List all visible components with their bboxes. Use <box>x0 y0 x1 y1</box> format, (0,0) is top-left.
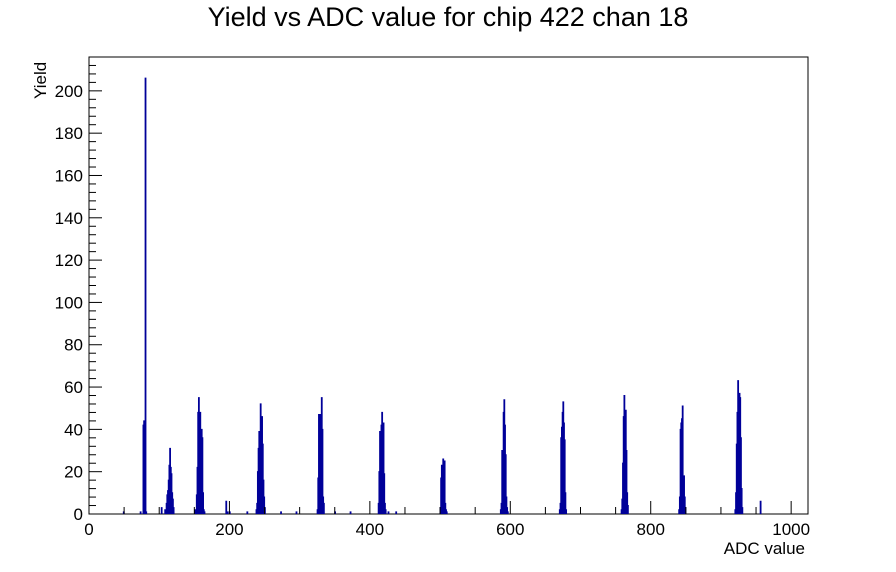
histogram-bin <box>443 460 446 514</box>
y-tick-label: 0 <box>74 505 83 524</box>
histogram-bin <box>444 502 447 514</box>
y-tick-label: 40 <box>64 420 83 439</box>
x-tick-label: 0 <box>84 520 93 539</box>
histogram-bin <box>506 511 509 514</box>
histogram-bin <box>627 504 629 514</box>
histogram-bin <box>201 437 204 514</box>
histogram-bin <box>295 511 298 514</box>
histogram-bin <box>280 511 282 514</box>
histogram-bin <box>172 498 174 514</box>
histogram-bin <box>565 509 568 514</box>
y-tick-label: 140 <box>55 209 83 228</box>
x-tick-label: 400 <box>356 520 384 539</box>
histogram-bin <box>383 473 386 514</box>
histogram-bin <box>202 492 204 514</box>
plot-frame <box>88 56 809 515</box>
y-tick-label: 80 <box>64 336 83 355</box>
y-tick-label: 200 <box>55 82 83 101</box>
histogram-bin <box>740 488 743 514</box>
histogram-bin <box>759 500 762 514</box>
x-tick-label: 600 <box>496 520 524 539</box>
axis-ticks: 0 200 400 600 800 1000 0 20 40 60 80 100 120 140 160 18… <box>55 56 810 539</box>
histogram-bin <box>564 492 567 514</box>
y-tick-label: 120 <box>55 251 83 270</box>
histogram-bin <box>263 496 266 514</box>
histogram-bin <box>741 507 744 514</box>
histogram-bin <box>563 439 566 514</box>
histogram-bin <box>505 496 508 514</box>
histogram-bin <box>683 475 685 514</box>
histogram-bin <box>445 511 448 514</box>
y-tick-label: 160 <box>55 166 83 185</box>
histogram-bin <box>226 511 229 514</box>
histogram-bin <box>225 500 228 514</box>
histogram-bin <box>387 511 390 514</box>
x-axis-title: ADC value <box>724 539 805 558</box>
histogram-bars <box>122 77 762 514</box>
x-tick-label: 800 <box>637 520 665 539</box>
y-tick-label: 100 <box>55 293 83 312</box>
y-axis-title: Yield <box>31 62 50 99</box>
x-tick-label: 200 <box>215 520 243 539</box>
histogram-bin <box>139 511 142 514</box>
histogram-bin <box>144 77 147 514</box>
histogram-bin <box>194 509 197 514</box>
histogram-bin <box>683 496 686 514</box>
histogram-bin <box>681 405 684 514</box>
histogram-bin <box>322 502 325 514</box>
histogram-bin <box>321 428 324 514</box>
histogram-bin <box>625 449 628 514</box>
histogram-bin <box>261 443 264 514</box>
histogram-bin <box>382 422 385 514</box>
histogram-bin <box>246 511 249 514</box>
histogram-bin <box>740 437 742 514</box>
histogram-bin <box>203 511 206 514</box>
x-tick-label: 1000 <box>772 520 810 539</box>
chart-title: Yield vs ADC value for chip 422 chan 18 <box>207 2 689 32</box>
histogram-bin <box>626 492 629 514</box>
histogram-bin <box>395 511 398 514</box>
histogram-bin <box>440 464 443 514</box>
histogram-bin <box>145 511 148 514</box>
histogram-bin <box>172 507 175 514</box>
y-tick-label: 60 <box>64 378 83 397</box>
y-tick-label: 20 <box>64 463 83 482</box>
histogram-bin <box>160 507 163 514</box>
histogram-bin <box>164 509 167 514</box>
histogram-bin <box>504 454 507 514</box>
histogram-bin <box>506 507 509 514</box>
histogram-bin <box>384 502 386 514</box>
histogram-bin <box>384 509 387 514</box>
histogram-bin <box>349 511 352 514</box>
y-tick-label: 180 <box>55 124 83 143</box>
